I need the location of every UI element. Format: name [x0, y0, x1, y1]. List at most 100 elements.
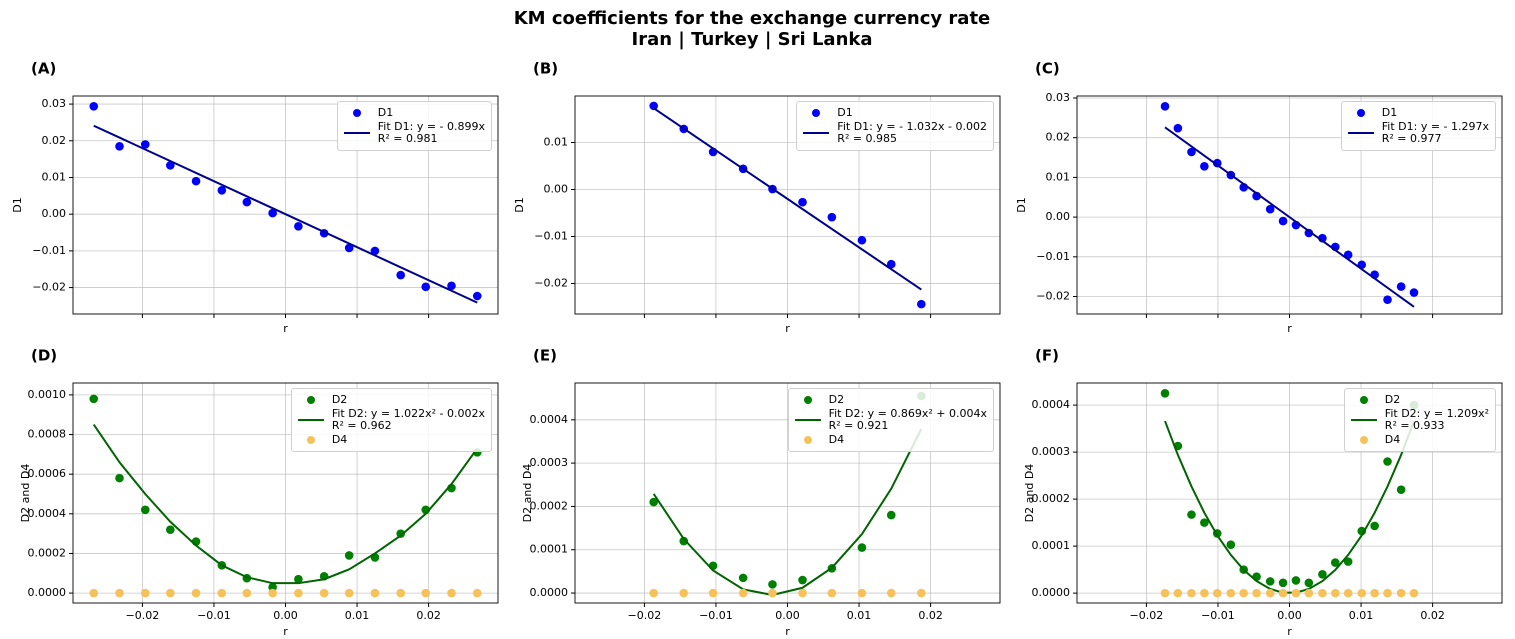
panel: −0.02 −0.01 0.00 0.01 0.02 0.03 (A) r D1 [11, 60, 499, 335]
legend-marker [803, 396, 812, 404]
point [679, 536, 689, 546]
x-tick-label: 0.02 [918, 609, 943, 622]
panel-label: (F) [1035, 347, 1059, 365]
x-tick-label: 0.02 [416, 609, 441, 622]
y-tick-label: −0.02 [32, 281, 66, 294]
point [768, 588, 777, 598]
y-tick-label: 0.02 [42, 134, 67, 147]
point [1200, 518, 1209, 527]
point [268, 582, 277, 592]
y-axis-label: D1 [11, 197, 24, 212]
figure-title: KM coefficients for the exchange currenc… [514, 8, 991, 29]
x-tick-label: 0.00 [1277, 609, 1302, 622]
legend-label: Fit D1: y = - 1.032x - 0.002 R² = 0.985 [837, 120, 987, 145]
x-tick-label: 0.01 [345, 609, 370, 622]
y-tick-label: 0.0004 [1032, 398, 1071, 411]
legend-swatch [343, 132, 370, 134]
point [421, 588, 431, 598]
legend-entry: D2 [296, 394, 485, 406]
point [166, 161, 175, 170]
point [1383, 295, 1392, 305]
x-tick-label: 0.00 [273, 609, 298, 622]
point [1343, 588, 1353, 598]
point [217, 588, 227, 598]
y-tick-label: 0.0010 [28, 388, 67, 401]
y-tick-label: −0.01 [534, 229, 568, 242]
x-tick-label: −0.01 [197, 609, 231, 622]
legend-entry: Fit D2: y = 0.869x² + 0.004x R² = 0.921 [793, 408, 987, 432]
panel: 0.0000 0.0001 0.0002 0.0003 0.0004 −0.02 −0.01… [521, 347, 1001, 638]
legend-swatch [803, 396, 812, 404]
point [115, 588, 124, 598]
point [1357, 588, 1367, 598]
legend-entry: D4 [296, 434, 485, 446]
y-tick-label: 0.03 [1046, 91, 1071, 104]
y-tick-label: 0.0002 [28, 546, 67, 559]
legend-swatch [812, 109, 821, 117]
y-tick-label: 0.0003 [530, 456, 569, 469]
legend-label: Fit D2: y = 1.209x² R² = 0.933 [1384, 407, 1489, 432]
y-tick-label: 0.0004 [530, 413, 569, 426]
legend-marker [803, 436, 812, 444]
legend-swatch [803, 132, 830, 134]
point [1265, 577, 1275, 586]
x-tick-label: 0.00 [775, 609, 800, 622]
legend-entry: D1 [1346, 107, 1489, 119]
point [1160, 389, 1170, 398]
legend-label: D1 [837, 106, 853, 119]
y-tick-label: 0.01 [1046, 170, 1071, 183]
y-tick-label: 0.0003 [1032, 445, 1071, 458]
point [1173, 123, 1183, 133]
point [1278, 588, 1288, 598]
legend-label: Fit D1: y = - 0.899x R² = 0.981 [377, 120, 485, 145]
legend-marker [306, 436, 315, 444]
point [886, 510, 896, 520]
legend-entry: Fit D1: y = - 1.297x R² = 0.977 [1346, 121, 1489, 145]
y-tick-label: 0.0000 [28, 586, 67, 599]
y-axis-label: D2 and D4 [521, 464, 534, 523]
x-tick-label: 0.01 [1349, 609, 1374, 622]
legend-entry: D2 [1349, 394, 1489, 406]
point [798, 575, 807, 585]
legend-entry: Fit D1: y = - 1.032x - 0.002 R² = 0.985 [801, 121, 987, 145]
legend: D1 Fit D1: y = - 1.032x - 0.002 R² = 0.98… [796, 101, 994, 151]
y-tick-label: 0.0004 [28, 507, 67, 520]
y-tick-label: 0.0001 [1032, 539, 1071, 552]
legend-label: D1 [377, 106, 394, 119]
point [886, 588, 896, 598]
x-tick-label: −0.02 [628, 609, 662, 622]
point [1304, 228, 1314, 238]
legend-swatch [306, 396, 315, 404]
point [115, 141, 124, 151]
x-axis-label: r [1287, 322, 1292, 335]
point [649, 588, 659, 598]
panel: 0.0000 0.0002 0.0004 0.0006 0.0008 0.0010 −0.0… [19, 347, 499, 638]
point [166, 588, 175, 598]
point [1343, 557, 1353, 566]
panel-label: (D) [31, 347, 57, 365]
point [1396, 282, 1406, 291]
x-tick-label: 0.01 [847, 609, 872, 622]
fit-line [1164, 126, 1415, 308]
legend-entry: D2 [793, 394, 987, 406]
point [166, 525, 175, 534]
point [1409, 588, 1419, 598]
point [1318, 588, 1327, 598]
legend: D2 Fit D2: y = 1.022x² - 0.002x R² = 0.96… [290, 388, 492, 452]
y-tick-label: 0.0000 [530, 586, 569, 599]
y-tick-label: 0.00 [42, 207, 67, 220]
legend-marker [352, 109, 361, 117]
y-tick-label: 0.0008 [28, 428, 67, 441]
point [294, 574, 303, 584]
figure-subtitle: Iran | Turkey | Sri Lanka [632, 29, 873, 50]
point [1291, 576, 1301, 585]
y-tick-label: 0.02 [1046, 131, 1071, 144]
panel-label: (C) [1035, 60, 1060, 78]
legend-marker [1356, 109, 1365, 117]
y-tick-label: −0.01 [1036, 250, 1070, 263]
point [768, 580, 777, 589]
point [857, 588, 867, 598]
panel-label: (E) [533, 347, 557, 365]
